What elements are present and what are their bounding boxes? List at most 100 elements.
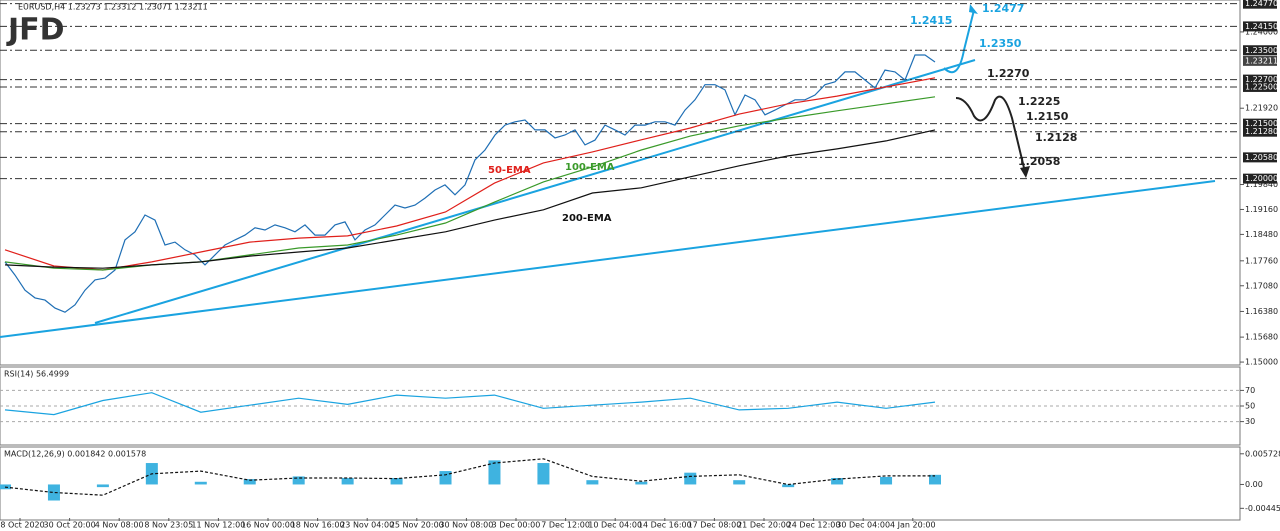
histogram-bar <box>194 481 207 485</box>
histogram-bar <box>292 476 305 485</box>
histogram-bar <box>537 463 550 485</box>
y-tick-label: 1.15000 <box>1245 358 1278 367</box>
x-tick-label: 7 Dec 12:00 <box>541 521 590 530</box>
x-tick-label: 4 Nov 08:00 <box>95 521 144 530</box>
level-label: 1.24150 <box>1245 22 1278 31</box>
x-tick-label: 8 Nov 23:05 <box>144 521 193 530</box>
annotation: 1.2477 <box>982 2 1024 15</box>
histogram-bar <box>47 484 60 501</box>
level-label: 1.24770 <box>1245 0 1278 8</box>
histogram-bar <box>390 478 403 485</box>
ema-line <box>4 129 936 269</box>
y-tick-label: 1.16380 <box>1245 307 1278 316</box>
y-tick-label: 1.17760 <box>1245 256 1278 265</box>
y-tick-label: 1.15680 <box>1245 333 1278 342</box>
trendline <box>0 180 1216 338</box>
level-box <box>1243 173 1277 184</box>
y-tick-label: 50 <box>1245 402 1255 411</box>
level-label: 1.21280 <box>1245 127 1278 136</box>
price-label: 1.23211 <box>1245 56 1278 65</box>
series-label: 50-EMA <box>488 165 531 176</box>
level-box <box>1243 118 1277 129</box>
trendline <box>94 59 976 324</box>
annotation: 1.2128 <box>1035 131 1077 144</box>
arrow <box>955 95 1026 173</box>
y-tick-label: 1.17080 <box>1245 281 1278 290</box>
level-box <box>1243 152 1277 163</box>
x-tick-label: 17 Dec 08:00 <box>687 521 741 530</box>
x-tick-label: 18 Nov 16:00 <box>291 521 345 530</box>
logo: JFD <box>6 13 65 48</box>
histogram-bar <box>586 480 599 485</box>
series-label: 200-EMA <box>562 213 612 224</box>
histogram-bar <box>439 471 452 485</box>
x-tick-label: 30 Dec 04:00 <box>836 521 890 530</box>
x-tick-label: 14 Dec 16:00 <box>638 521 692 530</box>
x-tick-label: 30 Nov 08:00 <box>439 521 493 530</box>
chart-title: EURUSD,H4 1.23273 1.23312 1.23071 1.2321… <box>18 3 208 12</box>
level-box <box>1243 81 1277 92</box>
x-tick-label: 4 Jan 20:00 <box>890 521 936 530</box>
y-tick-label: 30 <box>1245 417 1255 426</box>
x-tick-label: 28 Oct 2020 <box>0 521 45 530</box>
annotation: 1.2150 <box>1026 110 1069 123</box>
price-line <box>4 54 936 313</box>
level-box <box>1243 126 1277 137</box>
y-tick-label: -0.004459 <box>1245 504 1280 513</box>
level-label: 1.22500 <box>1245 82 1278 91</box>
arrowhead <box>1020 166 1030 178</box>
level-label: 1.21500 <box>1245 119 1278 128</box>
ema-line <box>4 77 936 271</box>
histogram-bar <box>243 479 256 485</box>
histogram-bar <box>880 476 893 485</box>
y-tick-label: 70 <box>1245 386 1255 395</box>
x-tick-label: 11 Nov 12:00 <box>191 521 245 530</box>
x-tick-label: 30 Oct 20:00 <box>44 521 96 530</box>
histogram-bar <box>341 478 354 485</box>
level-box <box>1243 74 1277 85</box>
annotation: 1.2350 <box>979 37 1022 50</box>
x-tick-label: 25 Nov 20:00 <box>390 521 444 530</box>
series-label: 100-EMA <box>565 162 615 173</box>
histogram-bar <box>831 478 844 485</box>
x-tick-label: 3 Dec 00:00 <box>492 521 541 530</box>
x-tick-label: 23 Nov 04:00 <box>340 521 394 530</box>
y-tick-label: 1.19840 <box>1245 180 1278 189</box>
y-tick-label: 1.19160 <box>1245 205 1278 214</box>
y-tick-label: 0.00 <box>1245 480 1263 489</box>
level-box <box>1243 21 1277 32</box>
level-box <box>1243 45 1277 56</box>
level-label: 1.23500 <box>1245 46 1278 55</box>
histogram-bar <box>733 480 746 485</box>
level-label: 1.20000 <box>1245 174 1278 183</box>
price-box <box>1243 55 1277 66</box>
histogram-bar <box>635 481 648 485</box>
level-label: 1.22700 <box>1245 75 1278 84</box>
annotation: 1.2225 <box>1018 95 1060 108</box>
histogram-bar <box>929 474 941 485</box>
x-tick-label: 10 Dec 04:00 <box>588 521 642 530</box>
histogram-bar <box>488 460 501 485</box>
rsi-title: RSI(14) 56.4999 <box>4 370 69 379</box>
macd-title: MACD(12,26,9) 0.001842 0.001578 <box>4 450 146 459</box>
annotation: 1.2270 <box>987 67 1030 80</box>
arrowhead <box>969 4 978 14</box>
annotation: 1.2415 <box>910 14 952 27</box>
x-tick-label: 16 Nov 00:00 <box>241 521 295 530</box>
level-box <box>1243 0 1277 9</box>
macd-panel <box>0 446 1241 521</box>
price-panel <box>0 0 1241 366</box>
y-tick-label: 1.21920 <box>1245 104 1278 113</box>
histogram-bar <box>782 484 795 488</box>
signal-line <box>4 458 935 496</box>
histogram-bar <box>96 484 109 488</box>
histogram-bar <box>684 472 697 485</box>
annotation: 1.2058 <box>1018 155 1060 168</box>
y-tick-label: 1.24000 <box>1245 27 1278 36</box>
price-line <box>4 392 936 416</box>
y-tick-label: 1.18480 <box>1245 230 1278 239</box>
y-tick-label: 0.005728 <box>1245 449 1280 458</box>
level-label: 1.20580 <box>1245 153 1278 162</box>
x-tick-label: 21 Dec 20:00 <box>737 521 791 530</box>
